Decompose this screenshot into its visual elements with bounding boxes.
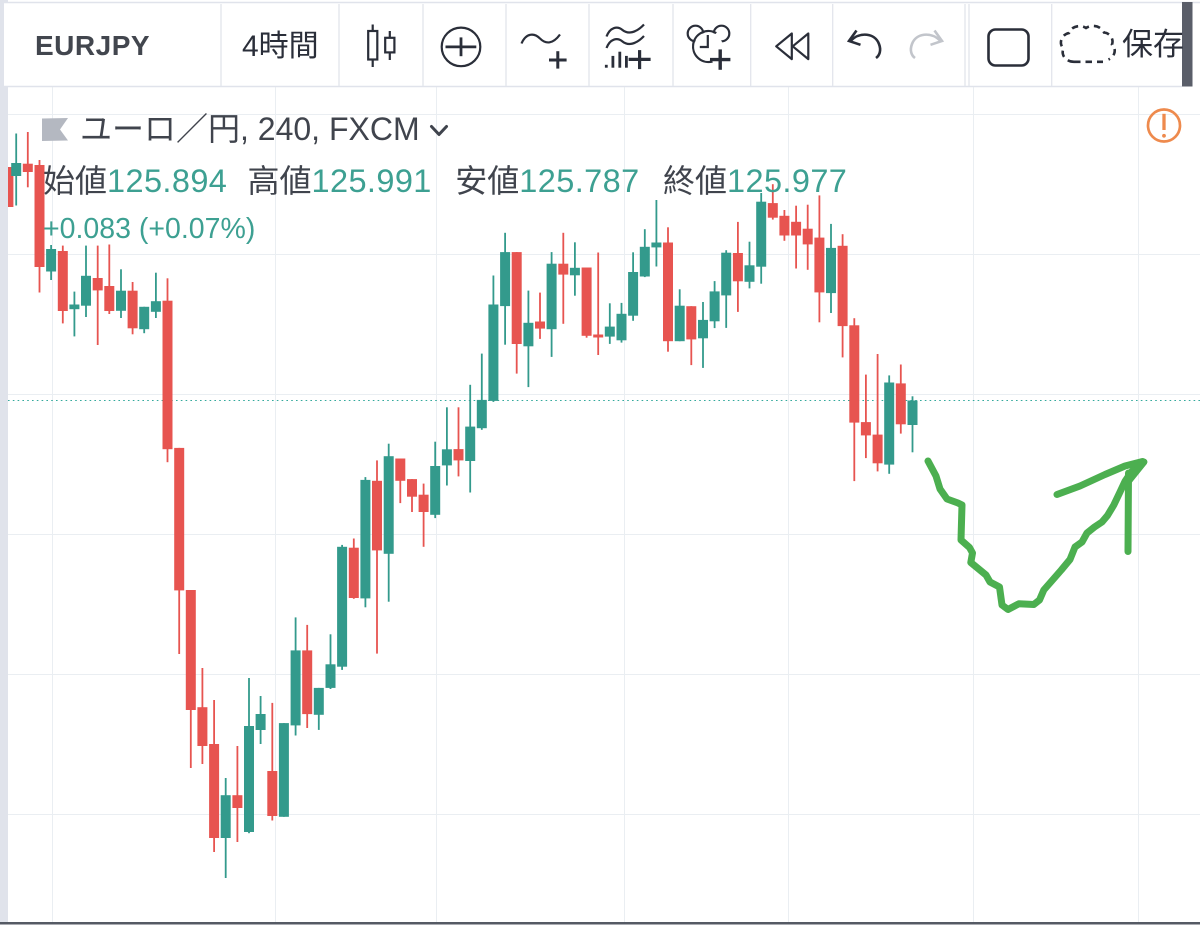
svg-text:EURJPY: EURJPY xyxy=(35,30,150,61)
svg-text:+0.083 (+0.07%): +0.083 (+0.07%) xyxy=(43,213,255,245)
svg-text:125.787: 125.787 xyxy=(519,163,639,199)
svg-text:保存: 保存 xyxy=(1122,27,1184,62)
svg-text:高値: 高値 xyxy=(248,163,312,199)
svg-text:始値: 始値 xyxy=(43,163,107,199)
svg-text:終値: 終値 xyxy=(663,163,727,199)
svg-text:125.894: 125.894 xyxy=(107,163,227,199)
svg-text:ユーロ／円, 240, FXCM: ユーロ／円, 240, FXCM xyxy=(80,111,420,147)
svg-text:4時間: 4時間 xyxy=(242,30,319,63)
svg-text:125.977: 125.977 xyxy=(727,163,847,199)
svg-text:安値: 安値 xyxy=(455,163,519,199)
svg-text:125.991: 125.991 xyxy=(312,163,432,199)
